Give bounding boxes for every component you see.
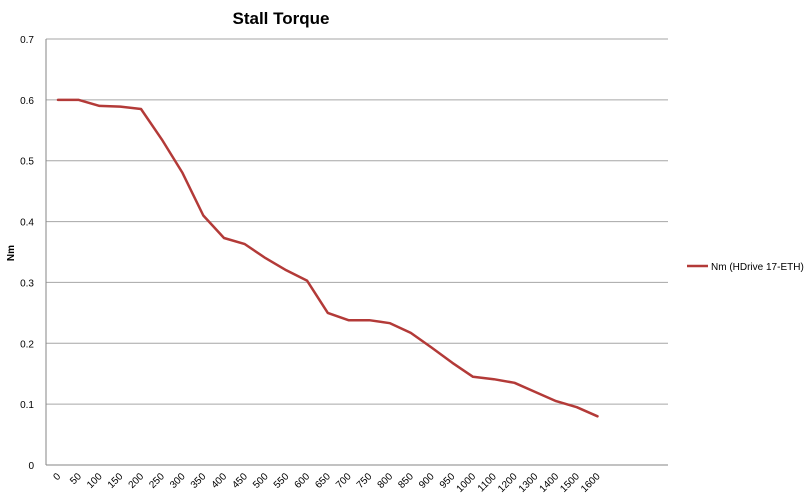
x-tick-label-15: 750 xyxy=(355,471,375,491)
x-tick-label-20: 1000 xyxy=(455,471,479,495)
x-tick-label-14: 700 xyxy=(334,471,354,491)
x-tick-label-12: 600 xyxy=(293,471,313,491)
x-tick-label-4: 200 xyxy=(127,471,147,491)
x-tick-label-23: 1300 xyxy=(517,471,541,495)
x-tick-label-8: 400 xyxy=(210,471,230,491)
y-tick-label-0: 0 xyxy=(28,461,34,472)
y-tick-label-7: 0.7 xyxy=(20,35,34,46)
x-tick-label-11: 550 xyxy=(272,471,292,491)
legend-label-0: Nm (HDrive 17-ETH) xyxy=(711,262,804,273)
x-tick-label-9: 450 xyxy=(230,471,250,491)
x-tick-label-1: 50 xyxy=(68,471,84,487)
x-tick-label-21: 1100 xyxy=(476,471,499,494)
y-tick-label-1: 0.1 xyxy=(20,400,34,411)
x-tick-label-2: 100 xyxy=(85,471,105,491)
data-series xyxy=(56,98,599,418)
x-tick-label-6: 300 xyxy=(168,471,188,491)
x-tick-label-16: 800 xyxy=(376,471,396,491)
x-tick-labels: 0 50 100 150 200 250 300 350 400 450 500 550 600 650 7… xyxy=(51,471,603,495)
x-tick-label-13: 650 xyxy=(313,471,333,491)
x-tick-label-25: 1500 xyxy=(558,471,582,495)
x-tick-label-5: 250 xyxy=(147,471,167,491)
x-tick-label-26: 1600 xyxy=(579,471,603,495)
gridlines xyxy=(46,38,668,405)
x-tick-label-22: 1200 xyxy=(496,471,520,495)
series-line-0 xyxy=(56,98,599,418)
x-tick-label-24: 1400 xyxy=(538,471,562,495)
y-tick-label-4: 0.4 xyxy=(20,218,34,229)
y-tick-label-2: 0.2 xyxy=(20,339,34,350)
x-tick-label-0: 0 xyxy=(51,471,63,483)
x-tick-label-3: 150 xyxy=(106,471,126,491)
y-tick-labels: 0 0.1 0.2 0.3 0.4 0.5 0.6 0.7 xyxy=(20,35,34,472)
y-tick-label-6: 0.6 xyxy=(20,96,34,107)
y-tick-label-3: 0.3 xyxy=(20,278,34,289)
y-axis-label: Nm xyxy=(6,245,17,261)
x-tick-label-18: 900 xyxy=(417,471,437,491)
axes xyxy=(45,39,668,466)
y-tick-label-5: 0.5 xyxy=(20,157,34,168)
x-tick-label-10: 500 xyxy=(251,471,271,491)
x-tick-label-17: 850 xyxy=(396,471,416,491)
legend: Nm (HDrive 17-ETH) xyxy=(687,262,804,273)
x-tick-label-7: 350 xyxy=(189,471,209,491)
chart-title: Stall Torque xyxy=(233,9,330,28)
